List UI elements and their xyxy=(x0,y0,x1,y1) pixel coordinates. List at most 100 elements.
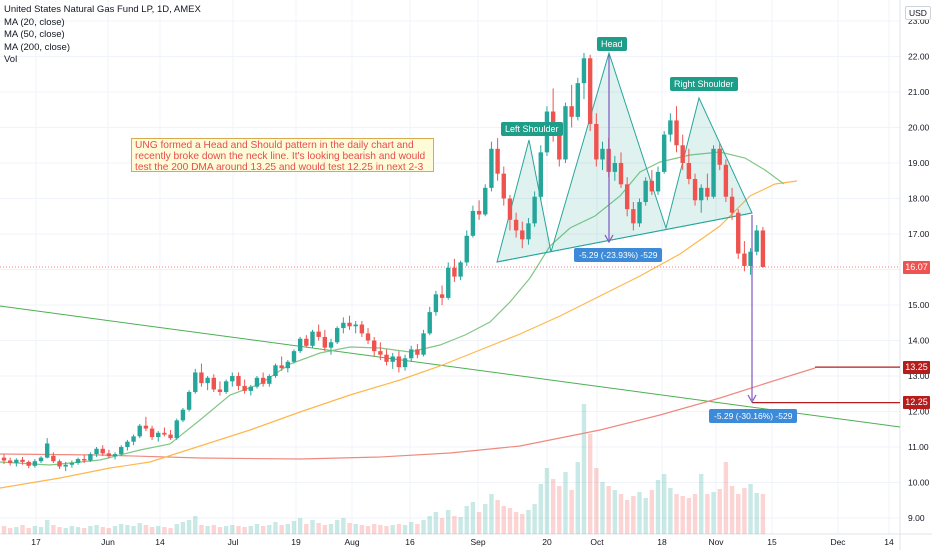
candle-body xyxy=(452,267,457,277)
candle-body xyxy=(69,462,75,465)
volume-bar xyxy=(267,525,272,534)
volume-bar xyxy=(452,516,457,534)
volume-bar xyxy=(674,494,679,534)
volume-bar xyxy=(304,524,309,534)
candle-body xyxy=(75,459,81,463)
candle-body xyxy=(14,459,19,463)
legend-ma20[interactable]: MA (20, close) xyxy=(4,16,65,28)
volume-bar xyxy=(310,520,315,534)
candle-body xyxy=(415,349,420,355)
candle-body xyxy=(643,180,648,203)
symbol-title[interactable]: United States Natural Gas Fund LP, 1D, A… xyxy=(4,4,201,15)
volume-bar xyxy=(100,527,105,534)
volume-bar xyxy=(686,498,692,534)
volume-bar xyxy=(754,493,759,534)
candle-body xyxy=(156,432,161,438)
candle-body xyxy=(612,163,618,172)
volume-bar xyxy=(230,525,235,534)
candle-body xyxy=(316,331,321,337)
candle-body xyxy=(464,235,469,263)
candle-body xyxy=(57,461,62,467)
candle-body xyxy=(242,385,247,391)
volume-bar xyxy=(532,504,537,534)
volume-bar xyxy=(156,526,161,534)
x-tick-label: Jun xyxy=(101,537,115,547)
candle-body xyxy=(143,425,149,429)
legend-volume[interactable]: Vol xyxy=(4,54,18,65)
candle-body xyxy=(328,342,334,348)
y-tick-label: 11.00 xyxy=(908,442,929,452)
candle-body xyxy=(174,420,179,439)
volume-bar xyxy=(69,526,75,534)
y-tick-label: 15.00 xyxy=(908,300,930,310)
candle-body xyxy=(168,434,173,439)
candle-body xyxy=(119,447,124,455)
volume-bar xyxy=(705,494,710,534)
volume-bar xyxy=(217,527,223,534)
volume-bar xyxy=(723,462,729,534)
currency-badge[interactable]: USD xyxy=(905,6,931,20)
volume-bar xyxy=(415,524,420,534)
candle-body xyxy=(476,210,482,215)
right-shoulder-label[interactable]: Right Shoulder xyxy=(670,77,738,91)
volume-bar xyxy=(44,520,50,534)
volume-bar xyxy=(94,525,99,534)
volume-bar xyxy=(359,525,365,534)
candle-body xyxy=(32,461,38,466)
y-tick-label: 19.00 xyxy=(908,158,930,168)
candle-body xyxy=(341,322,346,329)
long-term-trendline xyxy=(0,305,901,428)
volume-bar xyxy=(433,512,439,534)
legend-ma200[interactable]: MA (200, close) xyxy=(4,41,70,53)
target-price-tag-12-25: 12.25 xyxy=(903,396,930,409)
volume-bar xyxy=(143,525,149,534)
analysis-callout-note[interactable]: UNG formed a Head and Should pattern in … xyxy=(131,138,434,172)
volume-bar xyxy=(365,526,371,534)
volume-bar xyxy=(618,494,624,534)
candle-body xyxy=(532,196,537,224)
candle-body xyxy=(310,331,315,346)
volume-bar xyxy=(661,474,667,534)
volume-bar xyxy=(242,527,247,534)
candle-body xyxy=(334,328,340,343)
volume-bar xyxy=(322,525,328,534)
volume-bar xyxy=(14,527,19,534)
candle-body xyxy=(372,340,377,352)
candle-body xyxy=(446,267,451,298)
volume-bar xyxy=(378,525,383,534)
candle-body xyxy=(106,453,112,457)
volume-bar xyxy=(692,494,698,534)
volume-bar xyxy=(390,525,395,534)
candle-body xyxy=(217,389,223,392)
volume-bar xyxy=(655,480,661,534)
measure-label-neckline[interactable]: -5.29 (-23.93%) -529 xyxy=(574,248,663,262)
x-tick-label: 15 xyxy=(767,537,777,547)
x-tick-label: 18 xyxy=(657,537,667,547)
volume-bar xyxy=(748,484,753,534)
candle-body xyxy=(661,134,667,172)
head-label[interactable]: Head xyxy=(597,37,627,51)
candle-body xyxy=(631,209,636,224)
candle-body xyxy=(137,425,142,437)
left-shoulder-label[interactable]: Left Shoulder xyxy=(501,122,563,136)
volume-bar xyxy=(26,528,31,534)
volume-bar xyxy=(1,526,7,534)
volume-bar xyxy=(520,514,525,534)
volume-bar xyxy=(736,494,741,534)
volume-bar xyxy=(334,520,340,534)
candle-body xyxy=(723,164,729,197)
x-tick-label: Jul xyxy=(228,537,239,547)
x-tick-label: Nov xyxy=(708,537,724,547)
measure-arrowhead xyxy=(747,394,757,404)
volume-bar xyxy=(717,489,722,534)
volume-bar xyxy=(328,524,334,534)
volume-bar xyxy=(563,472,568,534)
legend-ma50[interactable]: MA (50, close) xyxy=(4,29,65,40)
candle-body xyxy=(63,464,68,467)
last-price-tag: 16.07 xyxy=(903,261,930,274)
candle-body xyxy=(44,443,50,458)
y-tick-label: 10.00 xyxy=(908,478,930,488)
candle-body xyxy=(569,106,574,117)
measure-label-target[interactable]: -5.29 (-30.16%) -529 xyxy=(709,409,798,423)
